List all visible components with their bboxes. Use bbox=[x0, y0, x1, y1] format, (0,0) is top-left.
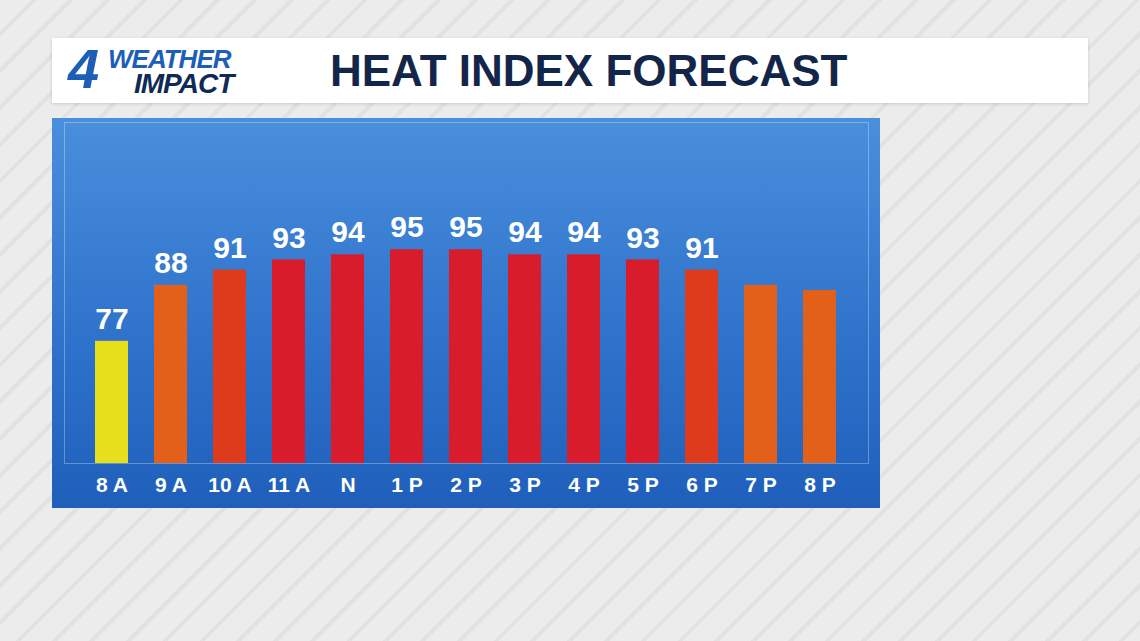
svg-text:1 P: 1 P bbox=[391, 473, 423, 496]
html-text:HEAT INDEX FORECAST: HEAT INDEX FORECAST bbox=[330, 46, 848, 95]
svg-text:94: 94 bbox=[508, 215, 542, 248]
svg-text:6 P: 6 P bbox=[686, 473, 718, 496]
html-text:WEATHER: WEATHER bbox=[108, 44, 231, 74]
svg-text:4 P: 4 P bbox=[568, 473, 600, 496]
svg-text:N: N bbox=[340, 473, 355, 496]
svg-text:77: 77 bbox=[95, 302, 128, 335]
svg-text:93: 93 bbox=[626, 221, 659, 254]
html-text:4: 4 bbox=[68, 37, 100, 100]
html-text:IMPACT: IMPACT bbox=[134, 68, 234, 99]
svg-text:3 P: 3 P bbox=[509, 473, 541, 496]
svg-text:5 P: 5 P bbox=[627, 473, 659, 496]
svg-text:93: 93 bbox=[272, 221, 305, 254]
svg-text:91: 91 bbox=[685, 231, 718, 264]
svg-text:88: 88 bbox=[154, 246, 187, 279]
svg-text:8 A: 8 A bbox=[96, 473, 128, 496]
svg-text:95: 95 bbox=[390, 210, 423, 243]
svg-text:8 P: 8 P bbox=[804, 473, 836, 496]
svg-text:91: 91 bbox=[213, 231, 246, 264]
svg-text:11 A: 11 A bbox=[268, 473, 310, 496]
svg-text:95: 95 bbox=[449, 210, 482, 243]
svg-text:94: 94 bbox=[567, 215, 601, 248]
svg-text:7 P: 7 P bbox=[745, 473, 777, 496]
svg-text:2 P: 2 P bbox=[450, 473, 482, 496]
svg-text:9 A: 9 A bbox=[155, 473, 187, 496]
svg-text:10 A: 10 A bbox=[208, 473, 252, 496]
svg-text:94: 94 bbox=[331, 215, 365, 248]
